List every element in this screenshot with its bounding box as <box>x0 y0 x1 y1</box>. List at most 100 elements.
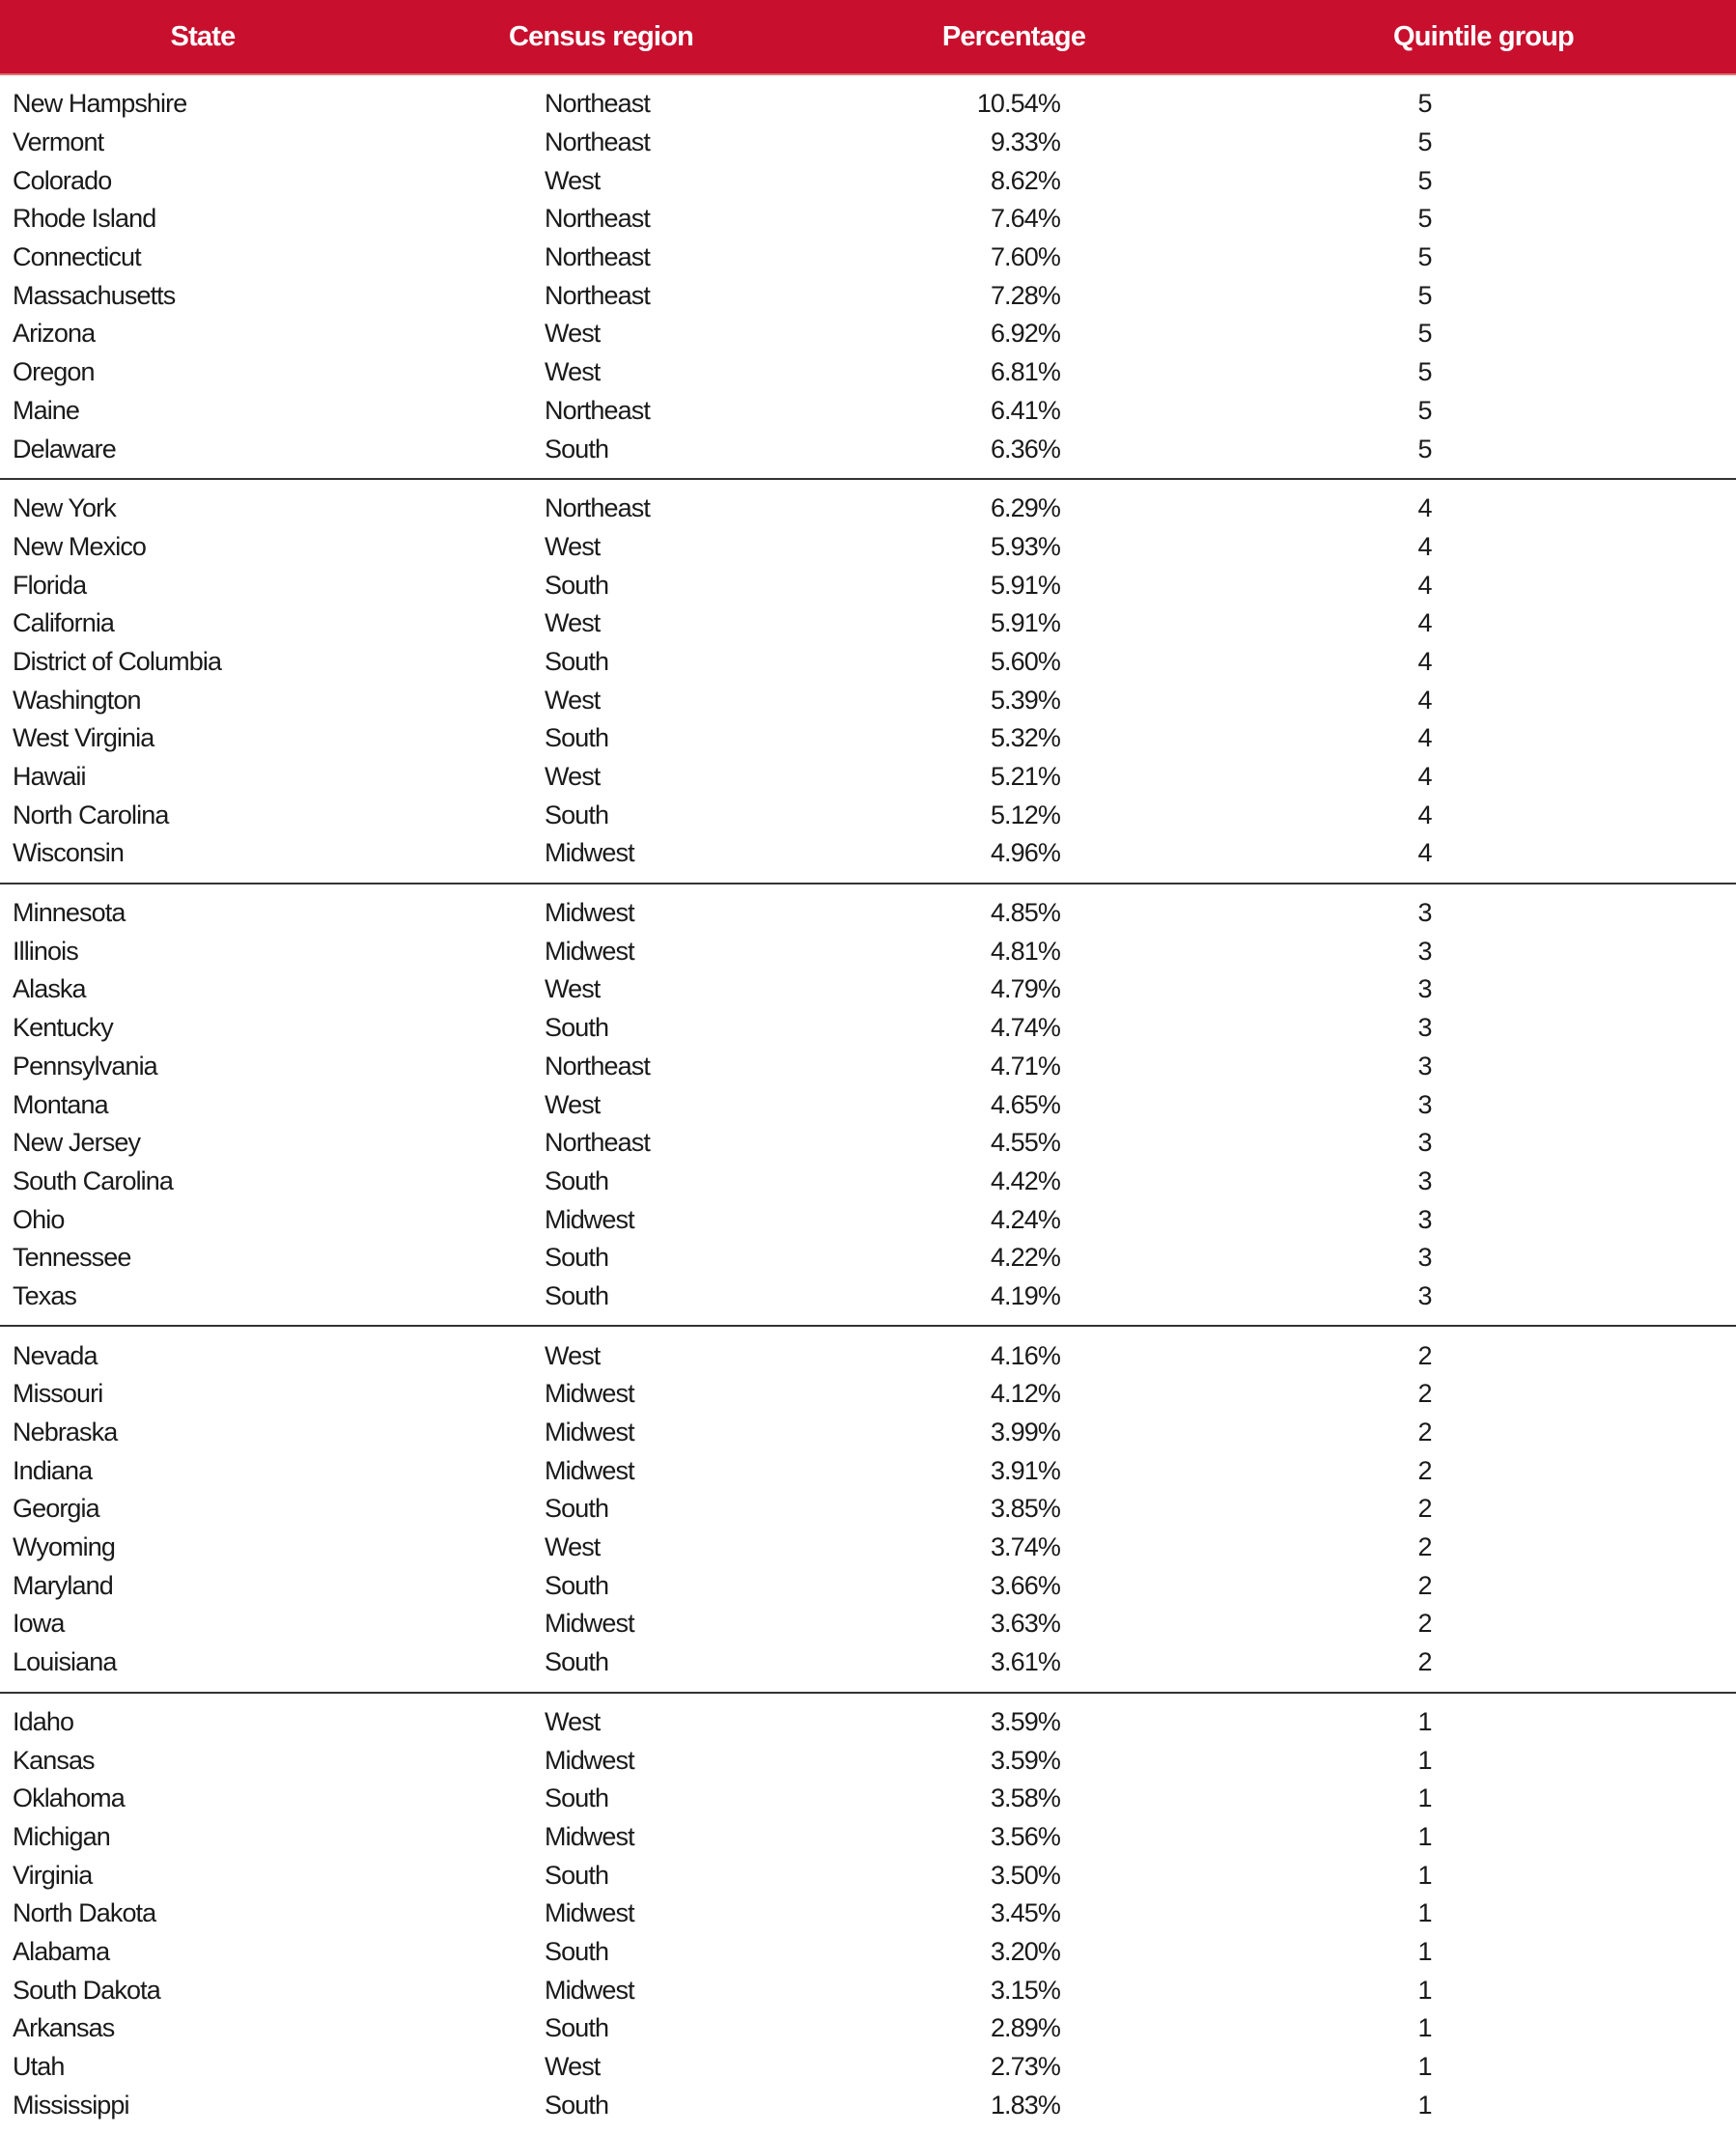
state-cell: Kentucky <box>0 1013 545 1043</box>
state-cell: Louisiana <box>0 1647 545 1677</box>
state-cell: Minnesota <box>0 898 545 928</box>
region-cell: Northeast <box>545 127 931 157</box>
region-cell: Northeast <box>545 1128 931 1158</box>
state-cell: Idaho <box>0 1707 545 1737</box>
quintile-cell: 4 <box>1060 800 1736 830</box>
state-cell: Arkansas <box>0 2013 545 2043</box>
state-cell: Nevada <box>0 1341 545 1371</box>
region-cell: South <box>545 1166 931 1196</box>
quintile-cell: 2 <box>1060 1341 1736 1371</box>
percentage-cell: 7.28% <box>931 281 1060 311</box>
state-cell: Alabama <box>0 1937 545 1967</box>
state-cell: Michigan <box>0 1822 545 1852</box>
percentage-cell: 3.20% <box>931 1937 1060 1967</box>
percentage-cell: 4.74% <box>931 1013 1060 1043</box>
quintile-cell: 3 <box>1060 1052 1736 1081</box>
state-cell: South Carolina <box>0 1166 545 1196</box>
quintile-cell: 1 <box>1060 1861 1736 1891</box>
region-cell: West <box>545 1532 931 1562</box>
state-cell: New York <box>0 493 545 523</box>
region-cell: West <box>545 166 931 196</box>
region-cell: South <box>545 1013 931 1043</box>
region-cell: West <box>545 1341 931 1371</box>
region-cell: Midwest <box>545 1456 931 1486</box>
state-cell: Colorado <box>0 166 545 196</box>
state-cell: New Jersey <box>0 1128 545 1158</box>
quintile-cell: 1 <box>1060 1898 1736 1928</box>
percentage-cell: 6.29% <box>931 493 1060 523</box>
state-cell: Iowa <box>0 1609 545 1639</box>
state-cell: Wisconsin <box>0 838 545 868</box>
state-cell: Georgia <box>0 1494 545 1524</box>
region-cell: South <box>545 435 931 464</box>
region-cell: South <box>545 2013 931 2043</box>
quintile-cell: 1 <box>1060 2013 1736 2043</box>
region-cell: South <box>545 1571 931 1601</box>
percentage-cell: 4.24% <box>931 1205 1060 1235</box>
region-cell: Midwest <box>545 1418 931 1447</box>
quintile-cell: 1 <box>1060 1822 1736 1852</box>
state-cell: Tennessee <box>0 1243 545 1273</box>
quintile-cell: 3 <box>1060 974 1736 1004</box>
quintile-cell: 2 <box>1060 1456 1736 1486</box>
region-cell: South <box>545 1243 931 1273</box>
percentage-cell: 4.19% <box>931 1281 1060 1311</box>
region-cell: South <box>545 1647 931 1677</box>
percentage-cell: 4.55% <box>931 1128 1060 1158</box>
region-cell: Northeast <box>545 493 931 523</box>
region-cell: West <box>545 608 931 638</box>
region-cell: West <box>545 974 931 1004</box>
region-cell: South <box>545 1783 931 1813</box>
quintile-cell: 4 <box>1060 532 1736 562</box>
percentage-cell: 3.99% <box>931 1418 1060 1447</box>
state-cell: California <box>0 608 545 638</box>
state-cell: Connecticut <box>0 242 545 272</box>
region-cell: Midwest <box>545 1609 931 1639</box>
state-cell: Missouri <box>0 1379 545 1409</box>
quintile-cell: 4 <box>1060 762 1736 792</box>
quintile-cell: 5 <box>1060 89 1736 119</box>
header-census-region: Census region <box>406 21 797 53</box>
quintile-cell: 5 <box>1060 281 1736 311</box>
percentage-cell: 4.85% <box>931 898 1060 928</box>
region-cell: Midwest <box>545 937 931 967</box>
region-cell: Northeast <box>545 396 931 426</box>
quintile-cell: 2 <box>1060 1571 1736 1601</box>
region-cell: Midwest <box>545 1898 931 1928</box>
quintile-cell: 5 <box>1060 166 1736 196</box>
percentage-cell: 5.32% <box>931 723 1060 753</box>
percentage-cell: 4.79% <box>931 974 1060 1004</box>
quintile-cell: 4 <box>1060 838 1736 868</box>
percentage-cell: 6.41% <box>931 396 1060 426</box>
region-cell: West <box>545 762 931 792</box>
percentage-cell: 4.16% <box>931 1341 1060 1371</box>
region-cell: West <box>545 2052 931 2082</box>
quintile-cell: 3 <box>1060 1128 1736 1158</box>
percentage-cell: 3.91% <box>931 1456 1060 1486</box>
state-cell: North Carolina <box>0 800 545 830</box>
state-cell: Indiana <box>0 1456 545 1486</box>
quintile-cell: 5 <box>1060 319 1736 349</box>
